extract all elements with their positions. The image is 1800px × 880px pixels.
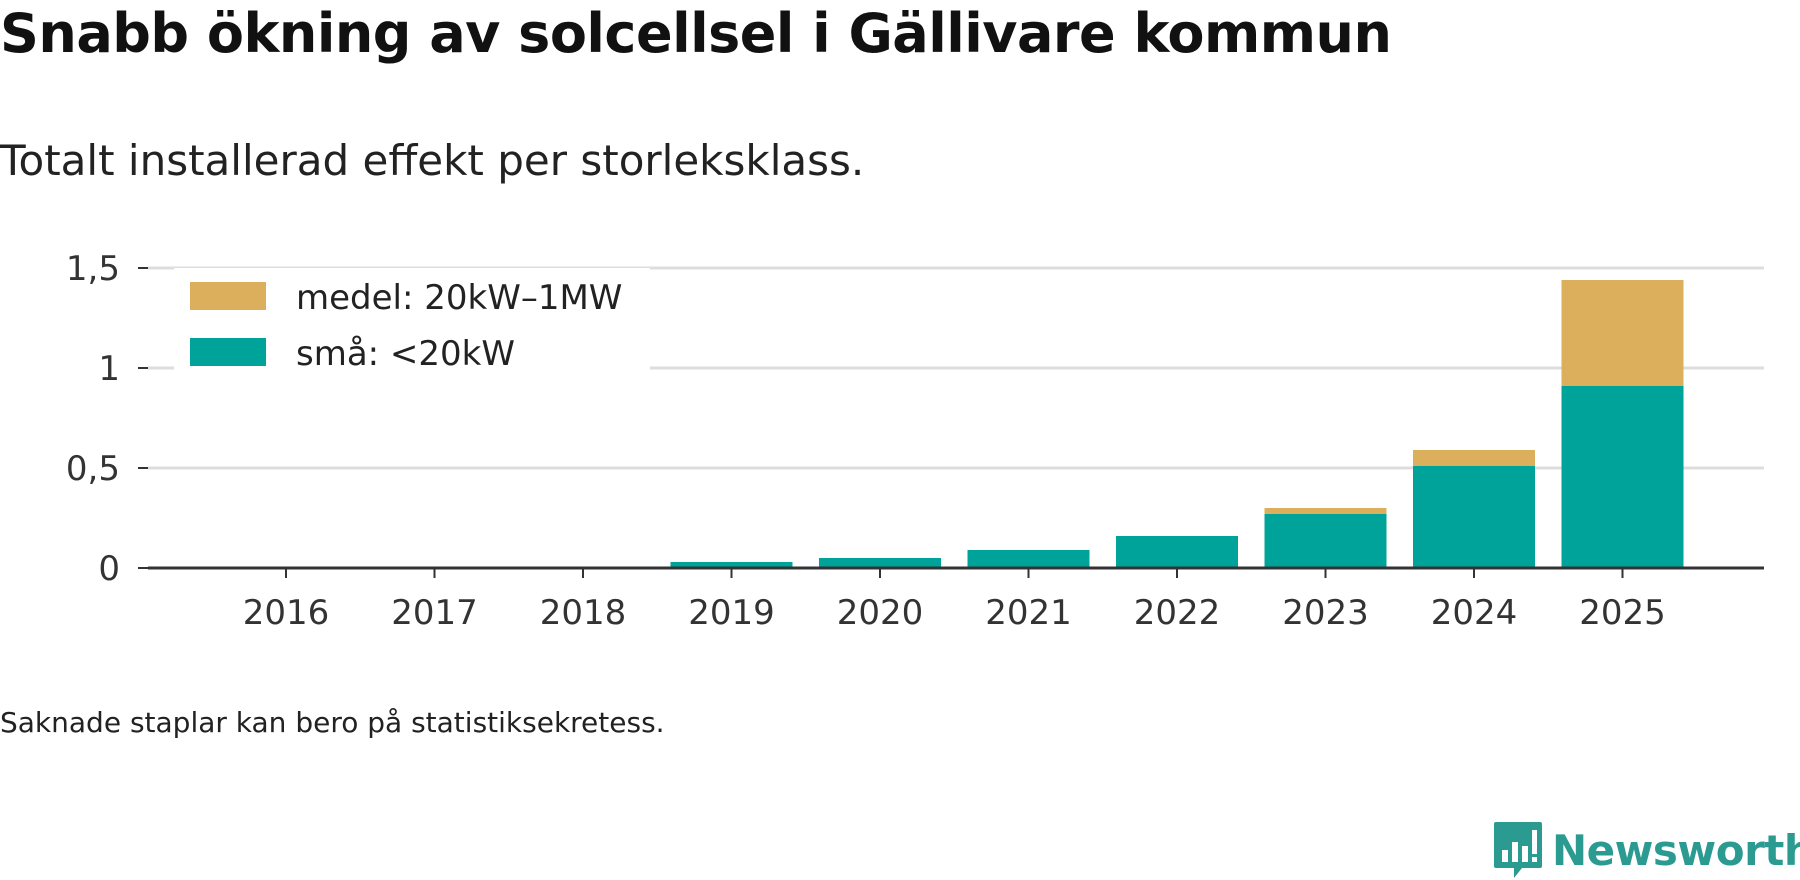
bar-small — [819, 558, 941, 568]
y-tick-label: 1 — [98, 349, 120, 389]
x-tick-label: 2023 — [1282, 593, 1369, 633]
legend-swatch — [190, 338, 266, 366]
bar-small — [1116, 536, 1238, 568]
bar-medium — [1561, 280, 1684, 386]
bar-small — [670, 562, 793, 568]
bar-small — [1413, 466, 1535, 568]
bar-small — [967, 550, 1090, 568]
bars — [670, 280, 1684, 568]
bar-small — [1264, 514, 1387, 568]
legend: medel: 20kW–1MW små: <20kW — [174, 268, 650, 374]
brand-name: Newsworthy — [1552, 825, 1800, 875]
brand-logo: Newsworthy — [1492, 820, 1800, 880]
x-tick-label: 2019 — [688, 593, 775, 633]
stacked-bar-chart: 0 0,5 1 1,5 2016 2017 2018 2019 2020 2021 2022 2023… — [66, 249, 1764, 633]
x-tick-label: 2022 — [1134, 593, 1221, 633]
legend-label: medel: 20kW–1MW — [296, 278, 622, 318]
x-tick-label: 2021 — [985, 593, 1072, 633]
y-tick-label: 0 — [98, 549, 120, 589]
legend-label: små: <20kW — [296, 334, 515, 374]
footnote: Saknade staplar kan bero på statistiksek… — [0, 706, 665, 739]
axes: 0 0,5 1 1,5 2016 2017 2018 2019 2020 2021 2022 2023… — [66, 249, 1764, 633]
chart-subtitle: Totalt installerad effekt per storlekskl… — [0, 136, 865, 185]
x-tick-label: 2016 — [243, 593, 330, 633]
x-tick-label: 2017 — [391, 593, 478, 633]
y-tick-label: 1,5 — [66, 249, 120, 289]
legend-swatch — [190, 282, 266, 310]
bar-medium — [1413, 450, 1535, 466]
y-tick-label: 0,5 — [66, 449, 120, 489]
x-tick-label: 2024 — [1431, 593, 1518, 633]
x-tick-label: 2025 — [1579, 593, 1666, 633]
bar-medium — [1264, 508, 1387, 514]
x-tick-label: 2020 — [837, 593, 924, 633]
bar-small — [1561, 386, 1684, 568]
chart-title: Snabb ökning av solcellsel i Gällivare k… — [0, 2, 1392, 65]
bar-chart-speech-bubble-icon — [1494, 822, 1542, 878]
x-tick-label: 2018 — [540, 593, 627, 633]
